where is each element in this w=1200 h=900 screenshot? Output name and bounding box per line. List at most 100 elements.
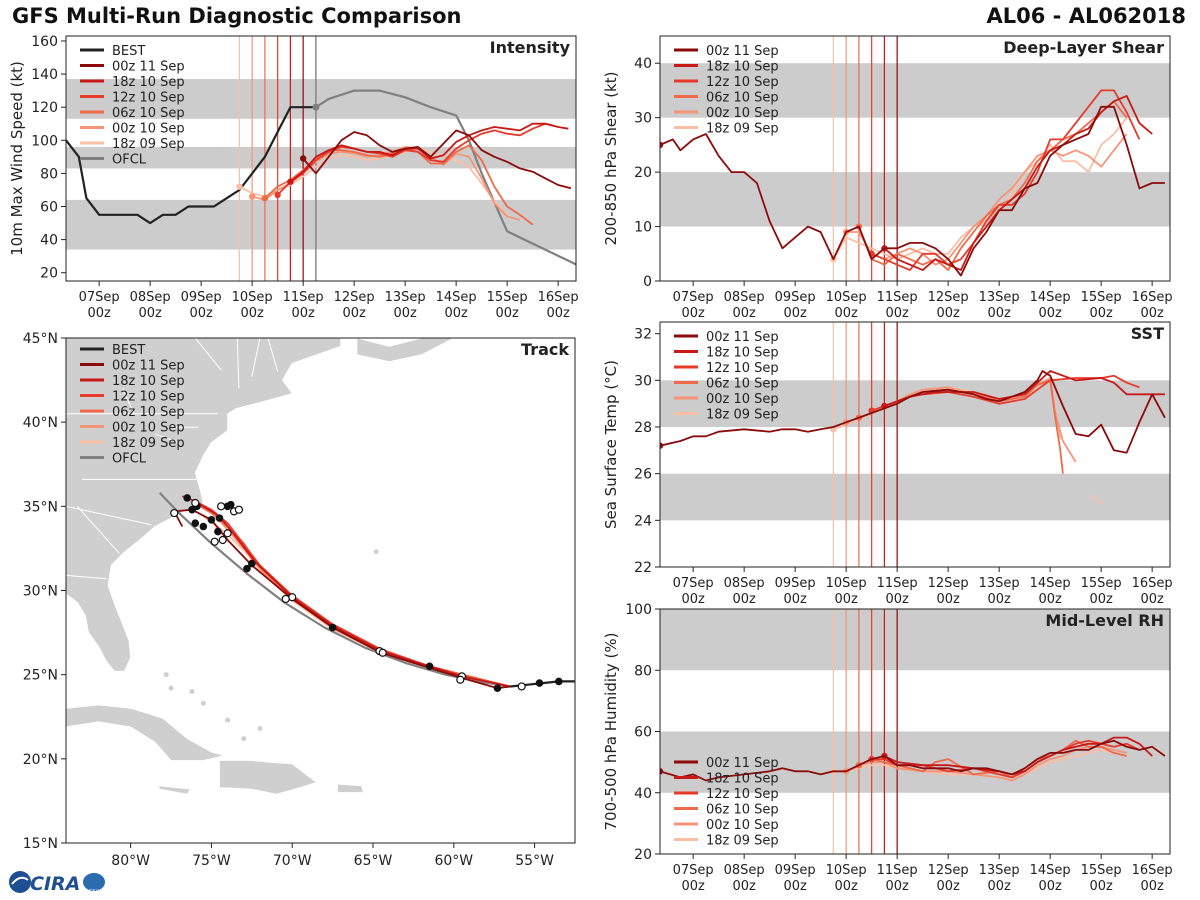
track-marker-open (456, 675, 465, 684)
rh-xtick-label-hour: 00z (1140, 879, 1164, 894)
track-marker-open (517, 682, 526, 691)
intensity-band-2 (66, 79, 576, 119)
track-marker-open (378, 648, 387, 657)
intensity-series-marker-0 (299, 155, 307, 162)
intensity-xtick-label-hour: 00z (240, 306, 264, 321)
track-marker-filled (214, 527, 222, 536)
rh-legend-label: 18z 09 Sep (706, 834, 779, 849)
intensity-frame (65, 35, 577, 282)
track-marker-filled (493, 684, 502, 692)
track-marker-filled (191, 519, 200, 527)
sst-xtick-label-hour: 00z (885, 592, 909, 607)
rh-xtick-label-day: 12Sep (928, 863, 969, 878)
shear-xtick-label-day: 14Sep (1030, 290, 1071, 305)
shear-xtick-label-hour: 00z (783, 306, 807, 321)
intensity-series-marker-1 (287, 178, 294, 185)
rh-xtick-label-hour: 00z (987, 879, 1011, 894)
intensity-series-marker-2 (274, 191, 281, 199)
track-border-8 (236, 338, 240, 389)
track-marker-open (170, 508, 179, 518)
logo-text: CIRA (30, 873, 80, 895)
intensity-legend-label: 00z 10 Sep (112, 122, 185, 137)
rh-xtick-label-day: 14Sep (1030, 863, 1071, 878)
intensity-xtick-label-hour: 00z (546, 306, 570, 321)
sst-xtick-label-day: 14Sep (1030, 576, 1071, 591)
shear-xtick-label-day: 10Sep (826, 290, 867, 305)
track-ytick-label: 45°N (23, 331, 58, 347)
shear-band-0 (660, 172, 1170, 227)
track-island-4 (200, 700, 206, 706)
intensity-band-0 (66, 199, 576, 250)
track-ytick-label: 15°N (23, 836, 58, 852)
rh-xtick-label-day: 08Sep (724, 863, 765, 878)
track-legend-label: 12z 10 Sep (112, 390, 185, 405)
intensity-ofcl-marker (312, 103, 320, 111)
sst-legend-label: 00z 11 Sep (706, 330, 779, 345)
rh-band-1 (660, 609, 1170, 671)
sst-ytick-label: 26 (634, 467, 652, 483)
intensity-xtick-label-day: 10Sep (232, 290, 273, 305)
track-marker-filled (199, 522, 208, 531)
intensity-ytick-label: 60 (40, 200, 58, 216)
shear-legend-label: 12z 10 Sep (706, 75, 779, 90)
intensity-legend-label: 18z 10 Sep (112, 75, 185, 90)
rh-ytick-label: 100 (625, 602, 652, 618)
rh-xtick-label-hour: 00z (936, 879, 960, 894)
sst-xtick-label-hour: 00z (987, 592, 1011, 607)
track-marker-filled (425, 662, 434, 671)
track-legend-label: 00z 10 Sep (112, 421, 185, 436)
intensity-xtick-label-day: 11Sep (283, 290, 324, 305)
track-ytick-label: 20°N (23, 752, 58, 768)
intensity-title: Intensity (490, 38, 571, 57)
sst-xtick-label-hour: 00z (834, 592, 858, 607)
sst-plot-content (660, 322, 1170, 567)
shear-title: Deep-Layer Shear (1003, 38, 1164, 57)
intensity-xtick-label-hour: 00z (444, 306, 468, 321)
intensity-xtick-label-day: 09Sep (181, 290, 222, 305)
track-marker-filled (555, 677, 563, 686)
track-legend-label: OFCL (112, 452, 147, 467)
sst-xtick-label-hour: 00z (1089, 592, 1113, 607)
shear-series-0 (660, 105, 1165, 277)
track-land-6 (356, 338, 454, 363)
intensity-ytick-label: 20 (40, 266, 58, 282)
rh-ytick-label: 20 (634, 847, 652, 863)
sst-xtick-label-hour: 00z (681, 592, 705, 607)
intensity-legend-label: 12z 10 Sep (112, 91, 185, 106)
track-legend-label: 00z 11 Sep (112, 359, 185, 374)
track-border-5 (76, 506, 120, 554)
sst-ylabel: Sea Surface Temp (°C) (602, 360, 620, 529)
track-marker-open (217, 502, 226, 511)
track-xtick-label: 55°W (515, 853, 554, 869)
track-marker-filled (188, 505, 196, 514)
rh-plot-content (660, 609, 1170, 854)
track-island-1 (168, 685, 174, 691)
rh-xtick-label-day: 07Sep (673, 863, 714, 878)
sst-xtick-label-day: 10Sep (826, 576, 867, 591)
track-marker-open (223, 529, 232, 538)
shear-xtick-label-day: 11Sep (877, 290, 918, 305)
intensity-xtick-label-day: 12Sep (334, 290, 375, 305)
shear-legend-label: 18z 10 Sep (706, 60, 779, 75)
intensity-xtick-label-hour: 00z (189, 306, 213, 321)
rh-xtick-label-hour: 00z (1038, 879, 1062, 894)
track-panel: 80°W 75°W 70°W 65°W 60°W 55°W 15°N 20°N 25°N 30°N… (23, 331, 576, 869)
intensity-xtick-label-hour: 00z (138, 306, 162, 321)
intensity-plot-content (66, 36, 576, 281)
rh-xtick-label-hour: 00z (885, 879, 909, 894)
sst-legend-label: 00z 10 Sep (706, 392, 779, 407)
track-border-1 (122, 388, 135, 414)
shear-plot-content (660, 36, 1170, 281)
shear-band-1 (660, 63, 1170, 118)
track-marker-filled (207, 516, 216, 524)
track-marker-filled (248, 559, 256, 568)
track-marker-open (281, 594, 290, 604)
intensity-legend-label: OFCL (112, 153, 147, 168)
intensity-ofcl-line (315, 89, 576, 266)
sst-plot-area (660, 322, 1170, 567)
rh-ytick-label: 60 (634, 725, 652, 741)
shear-xtick-label-hour: 00z (732, 306, 756, 321)
rh-series-1 (884, 736, 1153, 776)
sst-panel: 22242628303207Sep00z08Sep00z09Sep00z10Se… (602, 321, 1173, 607)
